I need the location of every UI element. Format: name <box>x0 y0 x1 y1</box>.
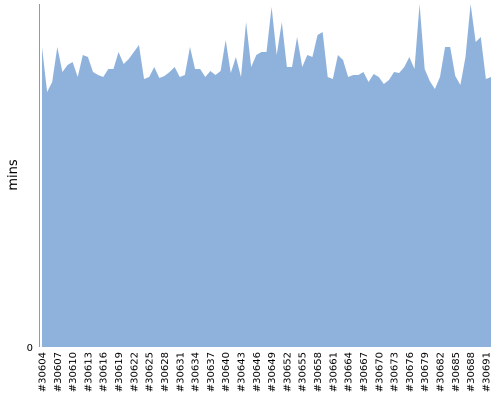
x-tick-label: #30676 <box>405 352 416 392</box>
x-tick-label: #30607 <box>53 352 64 392</box>
x-tick-label: #30610 <box>68 352 79 392</box>
x-tick-label: #30637 <box>206 352 217 392</box>
x-tick-label: #30661 <box>328 352 339 392</box>
x-tick-label: #30658 <box>313 352 324 392</box>
y-tick-label: 0 <box>27 343 33 354</box>
x-tick-label: #30673 <box>390 352 401 392</box>
x-tick-label: #30655 <box>298 352 309 392</box>
x-tick-label: #30664 <box>344 352 355 392</box>
x-tick-label: #30625 <box>145 352 156 392</box>
x-tick-label: #30646 <box>252 352 263 392</box>
y-axis-title: mins <box>6 159 21 191</box>
x-tick-label: #30613 <box>83 352 94 392</box>
x-tick-label: #30670 <box>374 352 385 392</box>
x-tick-labels: #30604 #30607 #30610 #30613 #30616 #30619 #306… <box>38 352 493 392</box>
x-tick-label: #30685 <box>451 352 462 392</box>
x-tick-label: #30679 <box>420 352 431 392</box>
area-series <box>42 4 491 347</box>
x-tick-label: #30604 <box>38 352 49 392</box>
x-tick-label: #30682 <box>435 352 446 392</box>
x-tick-label: #30691 <box>481 352 492 392</box>
x-tick-label: #30649 <box>267 352 278 392</box>
x-tick-label: #30616 <box>99 352 110 392</box>
plot-area <box>39 4 491 347</box>
x-tick-label: #30622 <box>129 352 140 392</box>
x-tick-label: #30631 <box>175 352 186 392</box>
x-tick-label: #30652 <box>282 352 293 392</box>
x-tick-label: #30667 <box>359 352 370 392</box>
x-tick-label: #30688 <box>466 352 477 392</box>
x-tick-label: #30643 <box>236 352 247 392</box>
x-tick-label: #30640 <box>221 352 232 392</box>
x-tick-label: #30628 <box>160 352 171 392</box>
x-tick-label: #30634 <box>191 352 202 392</box>
x-tick-label: #30619 <box>114 352 125 392</box>
